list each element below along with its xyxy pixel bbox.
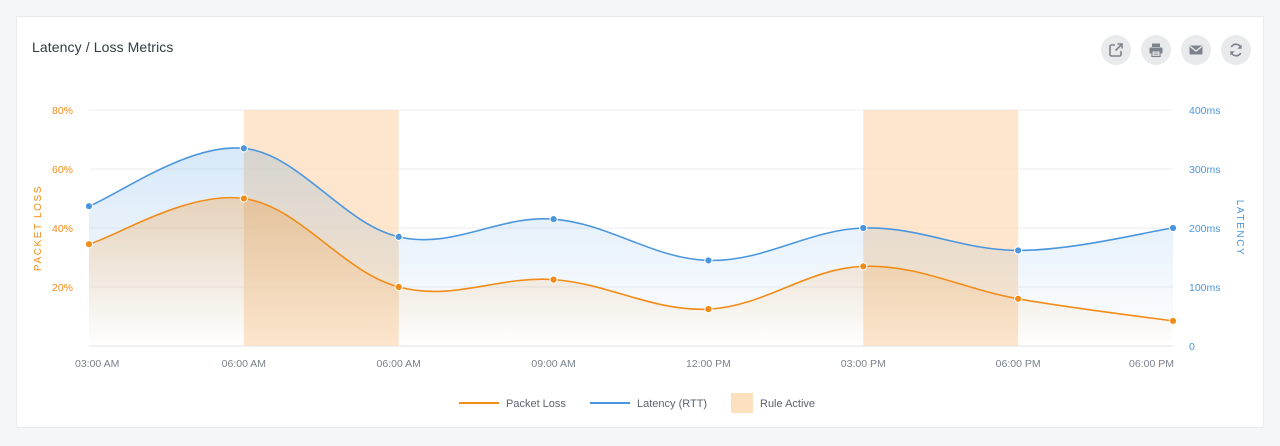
latency-point	[1168, 223, 1178, 233]
latency-point	[549, 215, 558, 224]
y-right-axis-title: LATENCY	[1234, 200, 1245, 257]
x-tick-label: 12:00 PM	[686, 358, 731, 370]
refresh-button[interactable]	[1221, 35, 1251, 65]
email-button[interactable]	[1181, 35, 1211, 65]
print-button[interactable]	[1141, 35, 1171, 65]
external-link-icon	[1109, 43, 1123, 57]
y-right-tick-label: 0	[1189, 341, 1195, 353]
y-left-tick-label: 20%	[52, 282, 73, 294]
packet-loss-point	[704, 305, 713, 314]
packet-loss-point	[549, 275, 558, 284]
latency-point	[239, 144, 248, 153]
legend-swatch-rule-active	[731, 393, 753, 413]
legend-label-packet-loss: Packet Loss	[506, 398, 566, 410]
chart-toolbar	[1101, 35, 1251, 65]
mail-icon	[1189, 45, 1203, 55]
packet-loss-point	[1168, 316, 1178, 326]
y-left-tick-label: 60%	[52, 164, 73, 176]
y-right-tick-label: 300ms	[1189, 164, 1221, 176]
x-tick-label: 03:00 AM	[75, 358, 119, 370]
legend-label-rule-active: Rule Active	[760, 398, 815, 410]
latency-point	[394, 232, 403, 241]
packet-loss-point	[859, 262, 868, 271]
packet-loss-point	[1014, 294, 1023, 303]
y-right-tick-label: 200ms	[1189, 223, 1221, 235]
y-left-axis-title: PACKET LOSS	[33, 185, 44, 271]
y-left-tick-label: 40%	[52, 223, 73, 235]
print-icon	[1149, 43, 1163, 58]
latency-point	[859, 223, 868, 233]
packet-loss-point	[84, 240, 94, 249]
x-tick-label: 03:00 PM	[841, 358, 886, 370]
packet-loss-point	[394, 282, 403, 292]
y-right-tick-label: 100ms	[1189, 282, 1221, 294]
x-tick-label: 06:00 AM	[377, 358, 421, 370]
chart-title: Latency / Loss Metrics	[32, 39, 174, 55]
y-right-tick-label: 400ms	[1189, 105, 1221, 117]
x-tick-label: 09:00 AM	[531, 358, 575, 370]
latency-point	[1014, 246, 1023, 255]
x-tick-label: 06:00 AM	[222, 358, 266, 370]
latency-point	[704, 256, 713, 265]
packet-loss-line	[88, 196, 1174, 322]
packet-loss-point	[239, 194, 248, 203]
legend-label-latency: Latency (RTT)	[637, 398, 707, 410]
refresh-icon	[1230, 43, 1242, 57]
latency-point	[84, 202, 94, 211]
latency-line	[88, 147, 1174, 262]
y-left-tick-label: 80%	[52, 105, 73, 117]
x-tick-label: 06:00 PM	[996, 358, 1041, 370]
external-link-button[interactable]	[1101, 35, 1131, 65]
x-tick-label: 06:00 PM	[1129, 358, 1174, 370]
packet-loss-area	[89, 197, 1173, 346]
